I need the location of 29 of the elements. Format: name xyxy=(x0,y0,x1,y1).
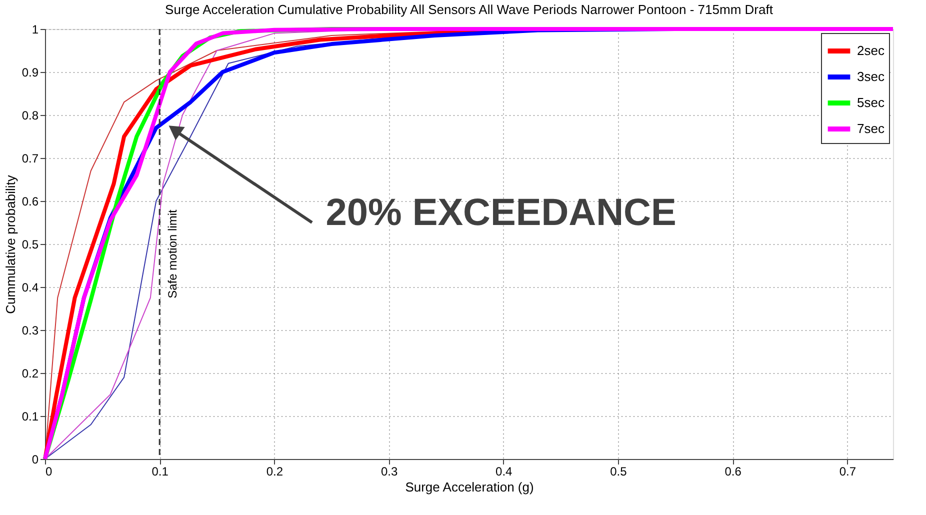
x-tick-label: 0.7 xyxy=(839,464,856,478)
y-tick-label: 0.6 xyxy=(22,194,39,208)
x-tick-label: 0.1 xyxy=(152,464,169,478)
y-tick-label: 1 xyxy=(32,22,39,36)
y-tick-label: 0.2 xyxy=(22,366,39,380)
y-tick-label: 0.7 xyxy=(22,152,39,166)
x-axis-title: Surge Acceleration (g) xyxy=(405,480,534,494)
annotation: 20% EXCEEDANCE xyxy=(326,192,676,234)
x-tick-label: 0.3 xyxy=(380,464,398,478)
chart-title: Surge Acceleration Cumulative Probability All Sensors All Wave Periods Narrower Pontoon - 715mm Draft xyxy=(165,2,774,17)
legend-label: 5sec xyxy=(857,95,885,110)
y-tick-label: 0.5 xyxy=(22,238,39,252)
y-tick-label: 0.1 xyxy=(22,410,39,424)
line-series xyxy=(43,27,895,461)
x-tick-label: 0.2 xyxy=(266,464,284,478)
legend-label: 7sec xyxy=(857,121,885,136)
ref-line-label: Safe motion limit xyxy=(166,208,180,298)
y-tick-label: 0.3 xyxy=(22,324,39,338)
y-tick-label: 0.8 xyxy=(22,108,39,122)
x-tick-label: 0.5 xyxy=(610,464,628,478)
x-tick-label: 0.4 xyxy=(496,464,513,478)
y-tick-label: 0.9 xyxy=(22,66,39,80)
legend-label: 2sec xyxy=(857,43,885,58)
x-tick-label: 0.6 xyxy=(724,464,742,478)
y-tick-label: 0.4 xyxy=(22,280,39,294)
y-tick-label: 0 xyxy=(32,452,39,466)
legend-label: 3sec xyxy=(857,69,885,84)
y-axis-title: Cummulative probability xyxy=(2,174,18,314)
x-tick-label: 0 xyxy=(46,464,52,478)
